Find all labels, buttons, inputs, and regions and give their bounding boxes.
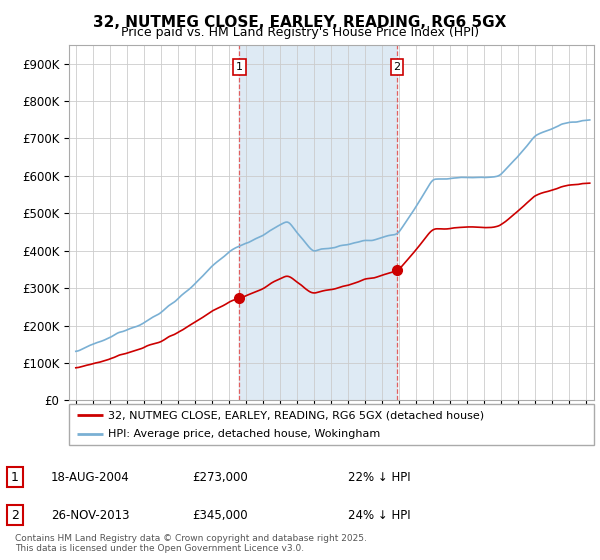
- Text: 24% ↓ HPI: 24% ↓ HPI: [348, 508, 410, 522]
- FancyBboxPatch shape: [69, 404, 594, 445]
- Text: 22% ↓ HPI: 22% ↓ HPI: [348, 470, 410, 484]
- Text: 32, NUTMEG CLOSE, EARLEY, READING, RG6 5GX (detached house): 32, NUTMEG CLOSE, EARLEY, READING, RG6 5…: [109, 410, 485, 421]
- Text: 1: 1: [236, 62, 243, 72]
- Text: HPI: Average price, detached house, Wokingham: HPI: Average price, detached house, Woki…: [109, 429, 380, 439]
- Text: Contains HM Land Registry data © Crown copyright and database right 2025.
This d: Contains HM Land Registry data © Crown c…: [15, 534, 367, 553]
- Text: 2: 2: [11, 508, 19, 522]
- Text: £273,000: £273,000: [192, 470, 248, 484]
- Text: 26-NOV-2013: 26-NOV-2013: [51, 508, 130, 522]
- Text: Price paid vs. HM Land Registry's House Price Index (HPI): Price paid vs. HM Land Registry's House …: [121, 26, 479, 39]
- Text: 1: 1: [11, 470, 19, 484]
- Text: 18-AUG-2004: 18-AUG-2004: [51, 470, 130, 484]
- Bar: [239, 45, 397, 400]
- Text: 2: 2: [394, 62, 400, 72]
- Text: 32, NUTMEG CLOSE, EARLEY, READING, RG6 5GX: 32, NUTMEG CLOSE, EARLEY, READING, RG6 5…: [94, 15, 506, 30]
- Text: £345,000: £345,000: [192, 508, 248, 522]
